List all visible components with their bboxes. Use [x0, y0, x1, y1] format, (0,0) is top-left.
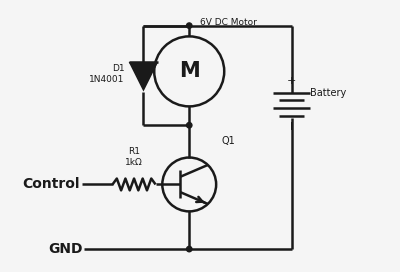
Text: l: l: [290, 122, 293, 132]
Text: GND: GND: [48, 242, 83, 256]
Text: 6V DC Motor: 6V DC Motor: [200, 18, 257, 27]
Circle shape: [186, 246, 192, 252]
Text: Q1: Q1: [222, 136, 235, 146]
Circle shape: [186, 23, 192, 28]
Text: D1
1N4001: D1 1N4001: [89, 64, 125, 84]
Text: Control: Control: [23, 177, 80, 191]
Polygon shape: [129, 62, 158, 92]
Text: Battery: Battery: [310, 88, 347, 98]
Text: R1
1kΩ: R1 1kΩ: [125, 147, 143, 167]
Circle shape: [186, 123, 192, 128]
Text: M: M: [179, 61, 200, 81]
Text: +: +: [287, 76, 296, 86]
